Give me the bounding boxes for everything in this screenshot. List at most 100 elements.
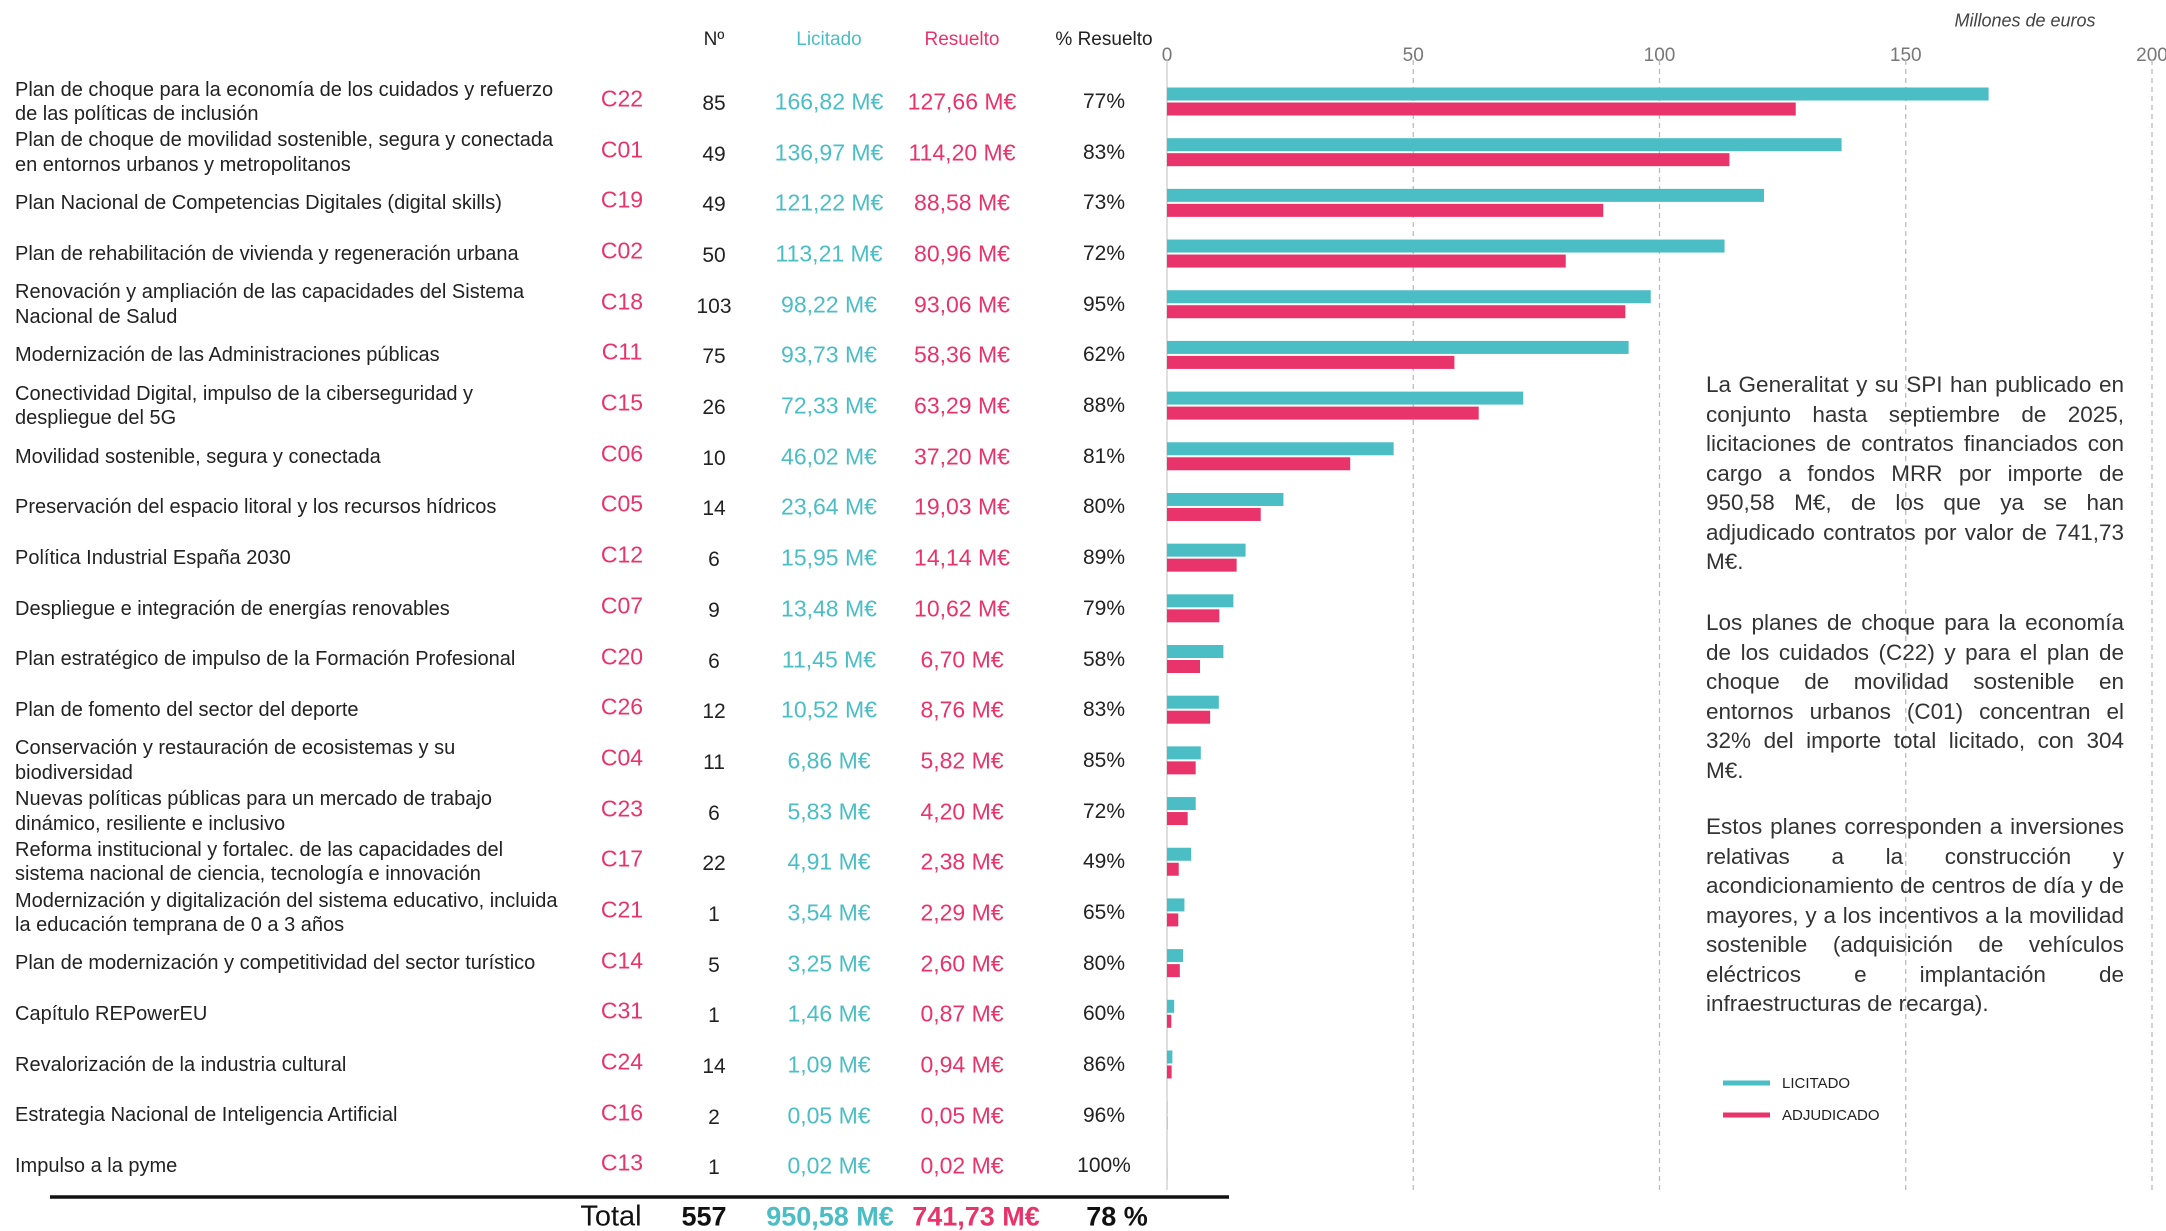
bar — [1167, 290, 1651, 304]
percent-label: 83% — [1082, 698, 1126, 722]
x-tick-label: 50 — [1403, 45, 1424, 66]
bar — [1167, 305, 1626, 319]
bar — [1167, 138, 1842, 152]
licitado-label: 0,05 M€ — [787, 1102, 871, 1129]
count: 49 — [702, 142, 726, 166]
x-tick-label: 100 — [1644, 45, 1676, 66]
resuelto-label: 93,06 M€ — [914, 291, 1010, 318]
resuelto-label: 80,96 M€ — [914, 240, 1010, 267]
bar — [1167, 340, 1629, 354]
code: C02 — [600, 237, 644, 264]
licitado-label: 6,86 M€ — [787, 747, 871, 774]
resuelto-label: 10,62 M€ — [914, 595, 1010, 622]
count: 6 — [708, 801, 720, 825]
licitado-label: 4,91 M€ — [787, 848, 871, 875]
resuelto-label: 0,02 M€ — [920, 1152, 1004, 1179]
count: 9 — [708, 598, 720, 622]
total-resuelto: 741,73 M€ — [912, 1201, 1040, 1231]
code: C15 — [600, 389, 644, 416]
note-paragraph: La Generalitat y su SPI han publicado en… — [1706, 372, 2124, 574]
licitado-label: 3,54 M€ — [787, 899, 871, 926]
note-paragraph: Los planes de choque para la economía de… — [1706, 610, 2124, 783]
total-label: Total — [580, 1200, 642, 1231]
code: C16 — [600, 1099, 644, 1126]
bar — [1167, 949, 1184, 963]
count: 22 — [702, 852, 726, 876]
bar — [1167, 457, 1351, 471]
licitado-label: 11,45 M€ — [781, 646, 877, 672]
licitado-label: 0,02 M€ — [787, 1152, 871, 1179]
row-label: Revalorización de la industria cultural — [15, 1053, 347, 1076]
resuelto-label: 0,05 M€ — [920, 1102, 1004, 1129]
resuelto-label: 5,82 M€ — [920, 747, 1004, 774]
bar — [1167, 102, 1796, 116]
code: C26 — [600, 693, 644, 720]
count: 26 — [702, 396, 726, 420]
code: C07 — [600, 592, 644, 619]
resuelto-label: 127,66 M€ — [907, 88, 1017, 115]
bar — [1167, 660, 1200, 674]
legend-label: ADJUDICADO — [1782, 1107, 1880, 1124]
code: C06 — [600, 440, 644, 467]
bar — [1167, 543, 1246, 557]
percent-label: 72% — [1082, 242, 1126, 266]
code: C23 — [600, 795, 644, 822]
bar — [1167, 746, 1201, 760]
bar — [1167, 442, 1394, 456]
bar — [1167, 1014, 1172, 1028]
resuelto-label: 6,70 M€ — [920, 646, 1004, 672]
licitado-label: 98,22 M€ — [781, 291, 877, 318]
row-label: Modernización y digitalización del siste… — [15, 889, 558, 936]
count: 85 — [702, 92, 726, 115]
row-label: Plan Nacional de Competencias Digitales … — [15, 192, 502, 215]
bar — [1167, 812, 1188, 826]
licitado-label: 1,46 M€ — [787, 1000, 871, 1027]
count: 75 — [702, 345, 726, 369]
resuelto-label: 0,94 M€ — [920, 1051, 1004, 1078]
resuelto-label: 63,29 M€ — [914, 392, 1010, 419]
bar — [1167, 1050, 1173, 1064]
percent-label: 62% — [1082, 343, 1126, 367]
code: C22 — [600, 85, 644, 112]
count: 50 — [702, 244, 726, 268]
column-header: Nº — [703, 29, 725, 50]
row-label: Conservación y restauración de ecosistem… — [15, 737, 456, 784]
bar — [1167, 406, 1479, 420]
percent-label: 49% — [1082, 850, 1126, 874]
resuelto-label: 2,60 M€ — [920, 950, 1004, 977]
bar — [1167, 153, 1730, 167]
percent-label: 72% — [1082, 799, 1126, 823]
resuelto-label: 2,29 M€ — [920, 899, 1004, 926]
licitado-label: 15,95 M€ — [781, 544, 877, 571]
x-tick-label: 0 — [1162, 45, 1173, 66]
row-label: Renovación y ampliación de las capacidad… — [15, 281, 525, 328]
resuelto-label: 114,20 M€ — [908, 139, 1016, 166]
code: C05 — [600, 490, 644, 517]
row-label: Capítulo REPowerEU — [15, 1003, 208, 1026]
percent-label: 65% — [1082, 900, 1126, 924]
row-label: Estrategia Nacional de Inteligencia Arti… — [15, 1104, 398, 1127]
code: C24 — [600, 1048, 644, 1075]
licitado-label: 13,48 M€ — [781, 595, 877, 622]
percent-label: 100% — [1077, 1154, 1131, 1178]
percent-label: 85% — [1082, 748, 1126, 772]
percent-label: 80% — [1082, 495, 1126, 519]
percent-label: 77% — [1082, 90, 1126, 113]
row-label: Plan estratégico de impulso de la Formac… — [15, 648, 516, 671]
code: C19 — [600, 186, 644, 213]
bar — [1167, 964, 1180, 978]
percent-label: 95% — [1082, 292, 1126, 316]
licitado-label: 3,25 M€ — [787, 950, 871, 977]
count: 6 — [708, 548, 720, 572]
count: 1 — [708, 902, 720, 926]
code: C31 — [600, 997, 644, 1024]
code: C04 — [600, 744, 644, 771]
bar — [1167, 558, 1237, 572]
bar — [1167, 188, 1765, 202]
count: 1 — [708, 1004, 720, 1028]
percent-label: 96% — [1082, 1103, 1126, 1127]
resuelto-label: 14,14 M€ — [914, 544, 1010, 571]
row-label: Plan de rehabilitación de vivienda y reg… — [15, 242, 519, 265]
licitado-label: 93,73 M€ — [781, 341, 877, 368]
note-paragraph: Estos planes corresponden a inversiones … — [1706, 814, 2124, 1016]
